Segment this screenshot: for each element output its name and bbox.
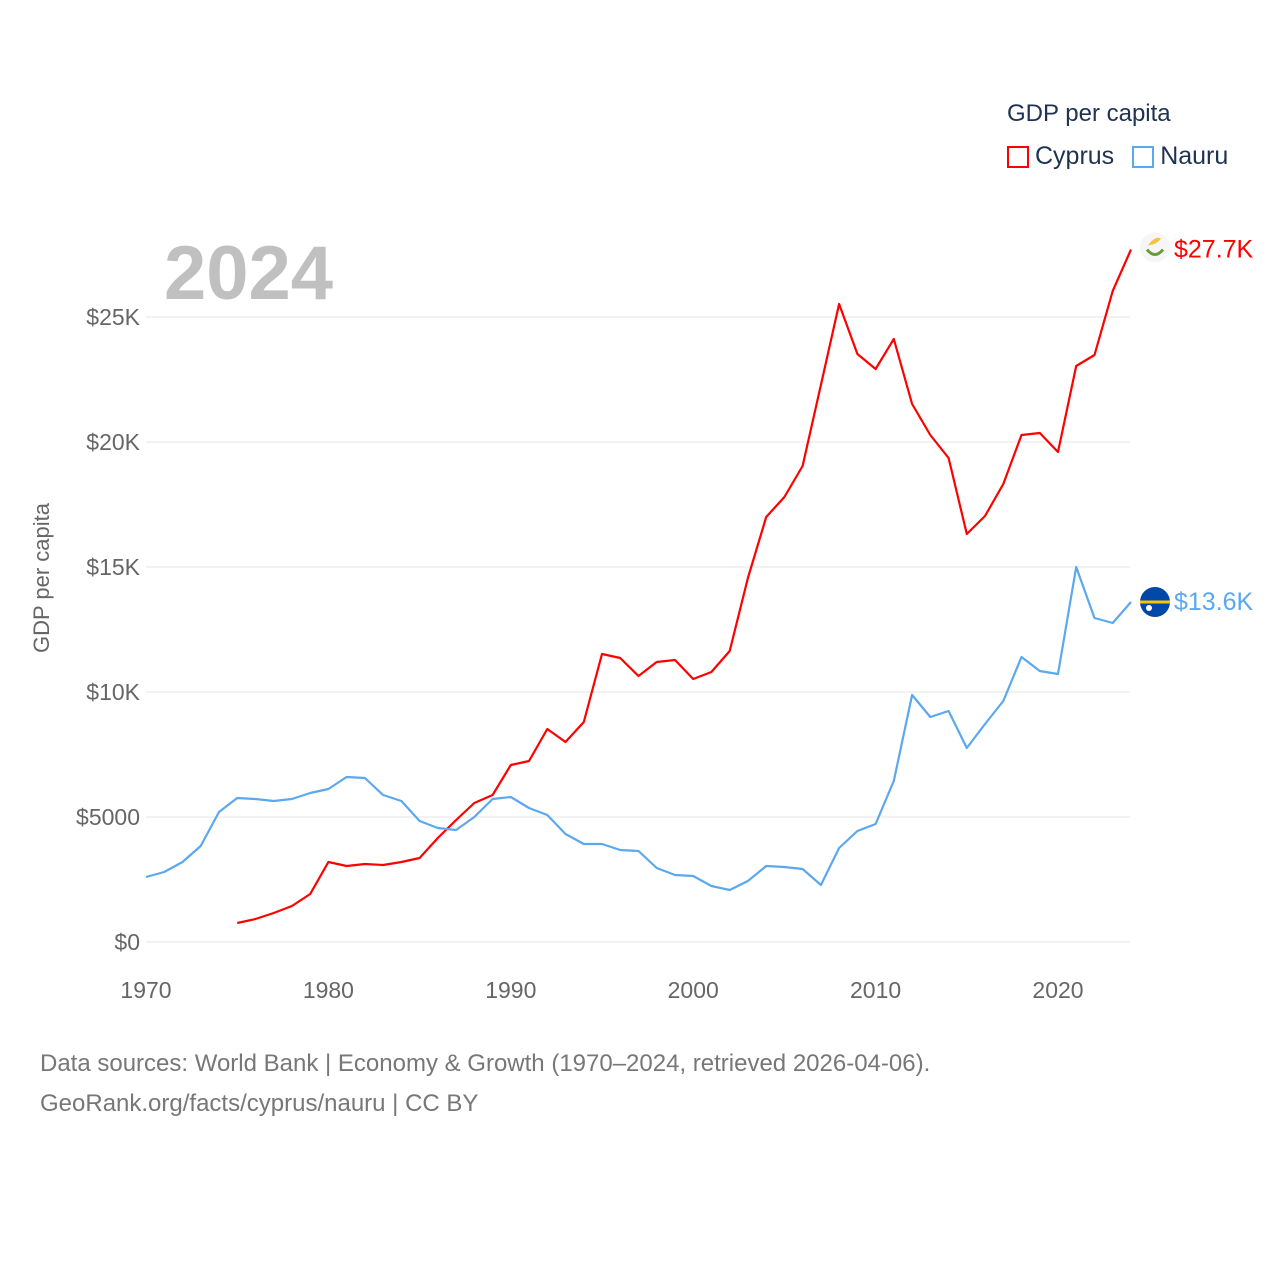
legend-label: Nauru	[1160, 142, 1229, 170]
year-label: 2024	[164, 231, 334, 316]
y-axis-label: GDP per capita	[29, 502, 54, 654]
legend-item-nauru[interactable]: Nauru	[1132, 142, 1228, 171]
y-tick-label: $5000	[76, 804, 140, 830]
x-tick-label: 2020	[1032, 977, 1083, 1003]
legend-swatch-cyprus	[1007, 145, 1029, 168]
x-tick-label: 1970	[120, 977, 171, 1003]
legend-title: GDP per capita	[1007, 100, 1171, 127]
cyprus-map-icon	[1148, 237, 1161, 246]
x-tick-label: 1990	[485, 977, 536, 1003]
nauru-star-icon	[1146, 605, 1152, 611]
source-line-1: Data sources: World Bank | Economy & Gro…	[40, 1050, 931, 1077]
y-tick-label: $20K	[86, 429, 140, 455]
x-tick-label: 1980	[303, 977, 354, 1003]
legend-label: Cyprus	[1035, 142, 1115, 170]
x-tick-label: 2000	[668, 977, 719, 1003]
source-line-2[interactable]: GeoRank.org/facts/cyprus/nauru | CC BY	[40, 1090, 479, 1117]
series-line-cyprus	[236, 249, 1133, 925]
end-value-label: $27.7K	[1174, 236, 1254, 264]
y-tick-label: $0	[114, 929, 140, 955]
legend: Cyprus Nauru	[1007, 142, 1228, 171]
end-value-label: $13.6K	[1174, 588, 1254, 616]
data-sources: Data sources: World Bank | Economy & Gro…	[40, 1044, 930, 1124]
nauru-stripe	[1140, 600, 1170, 604]
olive-branch-icon	[1145, 248, 1165, 256]
x-tick-label: 2010	[850, 977, 901, 1003]
y-tick-label: $10K	[86, 679, 140, 705]
series-line-nauru	[145, 565, 1132, 892]
y-tick-label: $25K	[86, 304, 140, 330]
legend-item-cyprus[interactable]: Cyprus	[1007, 142, 1114, 171]
cyprus-flag-icon	[1140, 232, 1170, 263]
legend-swatch-nauru	[1132, 145, 1155, 168]
y-tick-label: $15K	[86, 554, 140, 580]
